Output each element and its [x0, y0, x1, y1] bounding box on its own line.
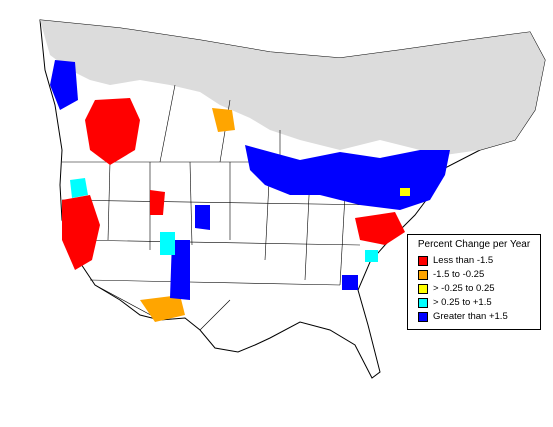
orange-region-southwest	[140, 295, 185, 322]
legend-label: > -0.25 to 0.25	[433, 283, 495, 294]
legend-item: > 0.25 to +1.5	[418, 297, 492, 308]
legend-swatch	[418, 283, 428, 294]
yellow-region-northeast	[400, 188, 410, 196]
orange-region-alberta	[212, 108, 235, 132]
legend-item: -1.5 to -0.25	[418, 269, 484, 280]
cyan-region-pacific	[70, 178, 88, 198]
blue-region-alaska	[50, 60, 78, 110]
legend-label: Greater than +1.5	[433, 311, 508, 322]
legend-item: Less than -1.5	[418, 255, 493, 266]
trend-regions	[50, 60, 450, 322]
cyan-region-atlantic	[365, 250, 378, 262]
legend-item: > -0.25 to 0.25	[418, 283, 495, 294]
blue-region-east-canada	[245, 145, 450, 210]
legend-item: Greater than +1.5	[418, 311, 508, 322]
legend-swatch	[418, 269, 428, 280]
cyan-region-southwest	[160, 232, 175, 255]
map-legend: Percent Change per Year Less than -1.5 -…	[407, 234, 541, 330]
blue-region-montana	[195, 205, 210, 230]
legend-label: -1.5 to -0.25	[433, 269, 485, 280]
red-region-pacific	[62, 195, 100, 270]
no-data-region	[40, 20, 545, 155]
legend-label: Less than -1.5	[433, 255, 494, 266]
legend-swatch	[418, 311, 428, 322]
red-region-northeast	[355, 212, 405, 245]
legend-label: > 0.25 to +1.5	[433, 297, 492, 308]
legend-swatch	[418, 255, 428, 266]
blue-region-southeast	[342, 275, 358, 290]
legend-swatch	[418, 297, 428, 308]
red-region-nevada	[150, 190, 165, 215]
legend-title: Percent Change per Year	[417, 239, 531, 250]
red-region-northwest	[85, 98, 140, 165]
